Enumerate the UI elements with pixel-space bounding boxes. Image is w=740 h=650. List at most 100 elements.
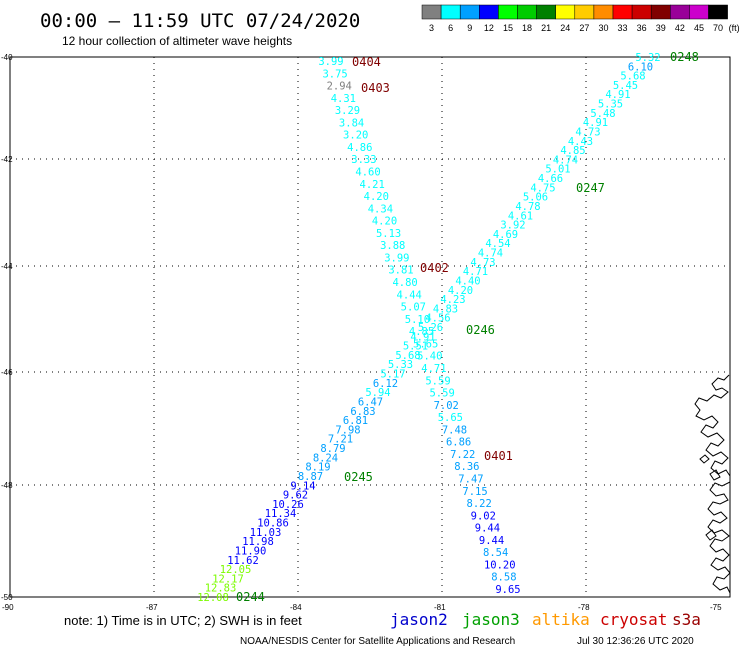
legend-swatch (517, 4, 537, 20)
swh-value: 4.31 (331, 93, 356, 105)
swh-value: 5.40 (417, 351, 442, 363)
swh-value: 4.78 (515, 201, 540, 213)
pass-label: 0248 (670, 50, 699, 64)
swh-value: 8.87 (298, 471, 323, 483)
lon-label: -75 (710, 603, 722, 612)
lon-label: -87 (146, 603, 158, 612)
swh-value: 3.84 (339, 117, 364, 129)
satellite-name: jason3 (462, 610, 520, 629)
footer-credit: NOAA/NESDIS Center for Satellite Applica… (240, 636, 515, 647)
swh-value: 5.59 (425, 375, 450, 387)
swh-value: 12.08 (197, 592, 229, 604)
legend-label: 70 (713, 23, 723, 33)
legend-label: 12 (484, 23, 494, 33)
swh-value: 4.85 (560, 145, 585, 157)
swh-value: 11.03 (250, 527, 282, 539)
swh-value: 7.98 (335, 424, 360, 436)
swh-value: 7.02 (434, 400, 459, 412)
swh-value: 5.45 (613, 80, 638, 92)
swh-value: 3.29 (335, 105, 360, 117)
swh-value: 4.91 (583, 117, 608, 129)
swh-value: 4.43 (568, 136, 593, 148)
footer-timestamp: Jul 30 12:36:26 UTC 2020 (577, 636, 694, 647)
swh-value: 4.61 (508, 210, 533, 222)
swh-value: 5.48 (590, 108, 615, 120)
swh-value: 3.75 (322, 68, 347, 80)
legend-swatch (536, 4, 556, 20)
swh-value: 11.98 (242, 536, 274, 548)
legend-swatch (498, 4, 518, 20)
lon-label: -84 (290, 603, 302, 612)
swh-value: 8.22 (467, 498, 492, 510)
swh-value: 5.07 (401, 302, 426, 314)
swh-value: 5.35 (598, 99, 623, 111)
legend-label: 6 (448, 23, 453, 33)
swh-value: 5.13 (376, 228, 401, 240)
swh-value: 4.23 (440, 294, 465, 306)
footer-note: note: 1) Time is in UTC; 2) SWH is in fe… (64, 613, 302, 628)
pass-label: 0404 (352, 55, 381, 69)
map-title: 00:00 – 11:59 UTC 07/24/2020 (40, 10, 360, 32)
legend-swatch (574, 4, 595, 20)
swh-value: 3.99 (384, 252, 409, 264)
lat-label: -40 (1, 53, 13, 62)
satellite-name: jason2 (390, 610, 448, 629)
longitude-labels: -90 -87 -84 -81 -78 -75 (2, 603, 722, 612)
satellite-name: altika (532, 610, 590, 629)
swh-value: 12.83 (205, 583, 237, 595)
legend-label: 45 (694, 23, 704, 33)
pass-label: 0403 (361, 81, 390, 95)
legend-label: 33 (618, 23, 628, 33)
swh-value: 5.26 (418, 322, 443, 334)
lat-label: -42 (1, 155, 13, 164)
lon-label: -81 (434, 603, 446, 612)
swh-value: 7.48 (442, 424, 467, 436)
swh-value: 3.92 (500, 220, 525, 232)
swh-value: 9.65 (495, 584, 520, 596)
track-descending: 3.993.752.944.313.293.843.204.863.334.60… (318, 56, 520, 596)
swh-value: 3.81 (388, 265, 413, 277)
swh-value: 4.66 (538, 173, 563, 185)
lat-label: -48 (1, 481, 13, 490)
swh-value: 5.33 (388, 359, 413, 371)
legend-label: 9 (467, 23, 472, 33)
pass-label: 0246 (466, 323, 495, 337)
swh-value: 5.51 (403, 341, 428, 353)
swh-value: 4.85 (409, 326, 434, 338)
swh-value: 8.19 (305, 462, 330, 474)
legend-swatch (631, 4, 652, 20)
coastline-chile (694, 374, 731, 594)
swh-value: 11.90 (235, 545, 267, 557)
swh-value: 8.79 (320, 443, 345, 455)
legend-label: 30 (598, 23, 608, 33)
lat-lon-grid (10, 57, 730, 597)
swh-value: 4.86 (347, 142, 372, 154)
swh-value: 5.68 (620, 71, 645, 83)
satellite-name: cryosat (600, 610, 667, 629)
swh-value: 4.71 (463, 266, 488, 278)
swh-value: 3.99 (318, 56, 343, 68)
latitude-labels: -40 -42 -44 -46 -48 -50 (1, 53, 13, 602)
swh-value: 6.10 (628, 61, 653, 73)
swh-value: 4.21 (360, 179, 385, 191)
map-frame (9, 56, 731, 598)
swh-value: 6.83 (350, 406, 375, 418)
swh-value: 7.47 (458, 473, 483, 485)
map-subtitle: 12 hour collection of altimeter wave hei… (62, 34, 292, 48)
swh-value: 5.32 (635, 52, 660, 64)
swh-value: 4.73 (470, 257, 495, 269)
legend-label: 42 (675, 23, 685, 33)
satellite-name: s3a (672, 610, 701, 629)
lat-label: -50 (1, 593, 13, 602)
swh-value: 6.47 (358, 396, 383, 408)
legend-swatch (708, 4, 728, 20)
lon-label: -78 (578, 603, 590, 612)
legend-swatch (689, 4, 709, 20)
swh-value: 4.75 (530, 182, 555, 194)
legend-swatch (612, 4, 633, 20)
swh-value: 5.59 (429, 388, 454, 400)
track-ascending: 5.326.105.685.454.915.355.484.914.734.43… (197, 52, 660, 604)
pass-label: 0247 (576, 181, 605, 195)
swh-value: 4.83 (433, 303, 458, 315)
